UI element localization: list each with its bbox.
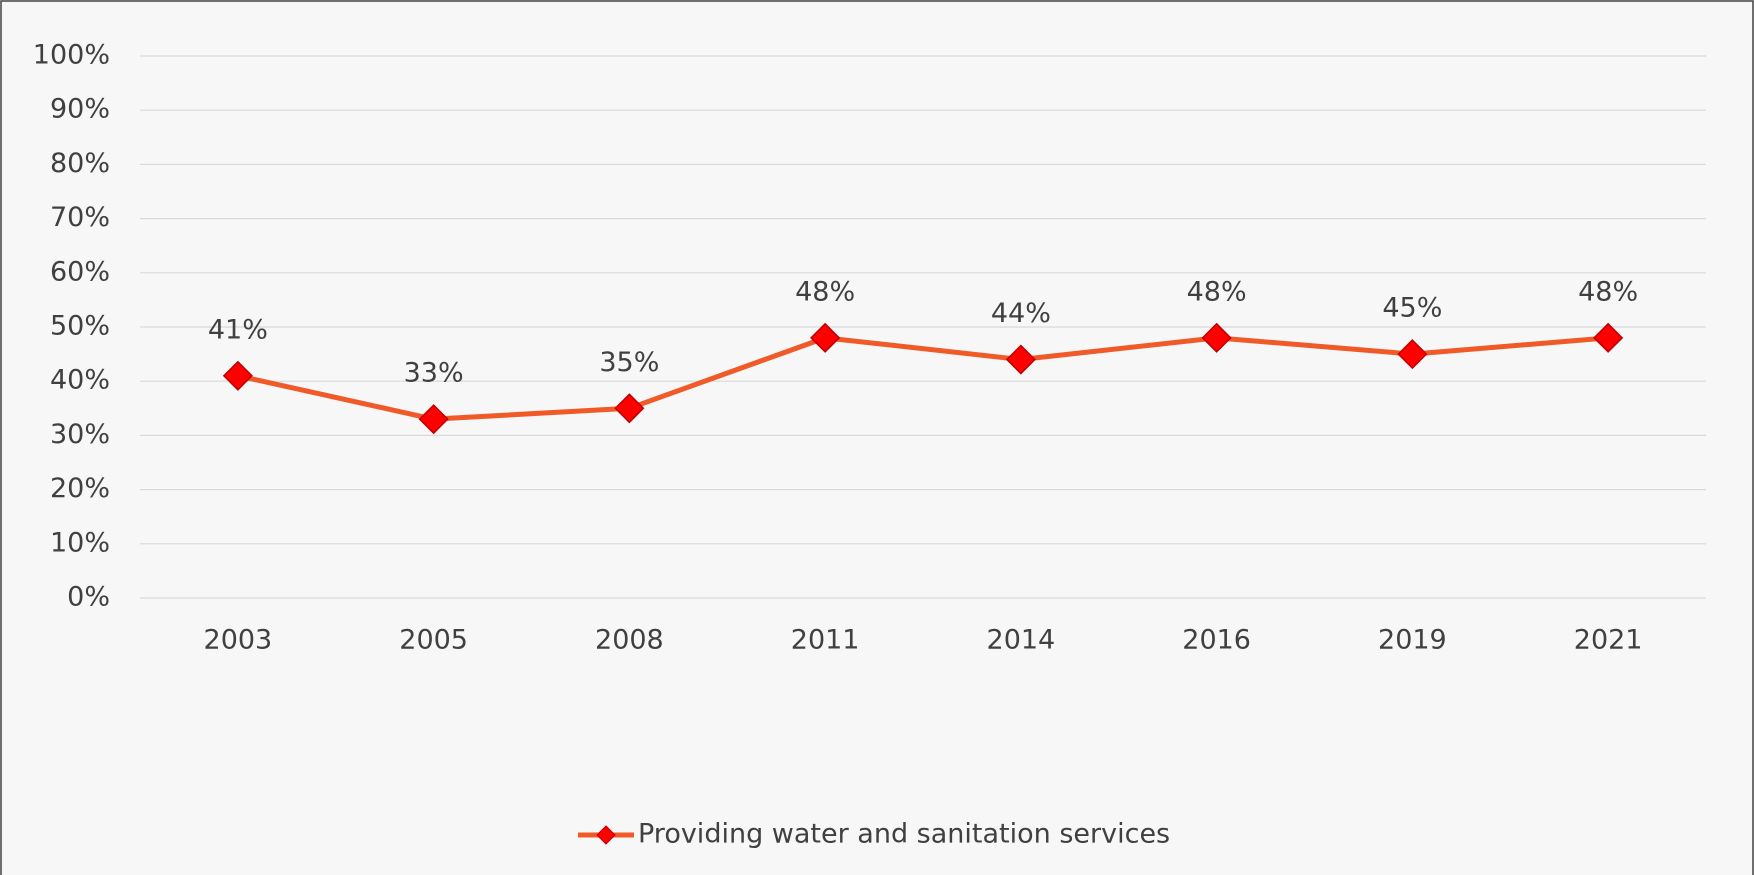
- y-tick-label: 80%: [50, 148, 110, 179]
- data-label: 41%: [208, 314, 268, 345]
- x-tick-label: 2019: [1378, 625, 1447, 656]
- y-tick-label: 90%: [50, 94, 110, 125]
- y-tick-label: 70%: [50, 202, 110, 233]
- y-tick-label: 0%: [67, 582, 110, 613]
- marker: [1397, 339, 1428, 370]
- marker: [810, 322, 841, 353]
- y-tick-label: 100%: [33, 40, 110, 71]
- marker: [614, 393, 645, 424]
- marker: [222, 360, 253, 391]
- data-label: 33%: [404, 358, 464, 389]
- marker: [1201, 322, 1232, 353]
- y-tick-label: 60%: [50, 256, 110, 287]
- marker: [1593, 322, 1624, 353]
- y-tick-label: 30%: [50, 419, 110, 450]
- marker: [418, 404, 449, 435]
- legend-label: Providing water and sanitation services: [638, 819, 1170, 850]
- x-tick-label: 2005: [399, 625, 468, 656]
- y-tick-label: 10%: [50, 527, 110, 558]
- x-tick-label: 2003: [204, 625, 273, 656]
- data-label: 45%: [1382, 293, 1442, 324]
- data-label: 35%: [599, 347, 659, 378]
- data-label: 44%: [991, 298, 1051, 329]
- x-tick-label: 2008: [595, 625, 664, 656]
- data-label: 48%: [1187, 276, 1247, 307]
- legend-marker: [596, 825, 616, 845]
- y-tick-label: 20%: [50, 473, 110, 504]
- data-label: 48%: [1578, 276, 1638, 307]
- y-tick-label: 50%: [50, 311, 110, 342]
- data-label: 48%: [795, 276, 855, 307]
- x-tick-label: 2016: [1182, 625, 1251, 656]
- series-line: [237, 335, 1609, 422]
- y-tick-label: 40%: [50, 365, 110, 396]
- x-tick-label: 2021: [1574, 625, 1643, 656]
- x-tick-label: 2014: [987, 625, 1056, 656]
- x-tick-label: 2011: [791, 625, 860, 656]
- marker: [1005, 344, 1036, 375]
